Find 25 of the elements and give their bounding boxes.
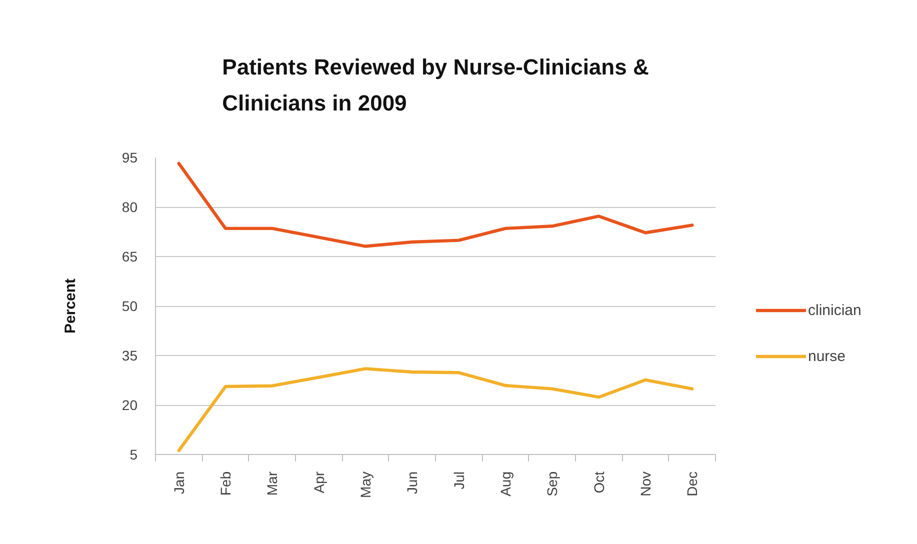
x-tick-label: Sep	[544, 471, 560, 496]
x-tick-label: May	[358, 471, 374, 498]
y-tick-label: 65	[122, 248, 138, 264]
y-tick-label: 20	[122, 397, 138, 413]
line-series	[177, 367, 694, 452]
y-tick-label: 50	[122, 298, 138, 314]
y-tick-label: 80	[122, 199, 138, 215]
legend-label: clinician	[808, 302, 862, 318]
y-tick-label: 5	[130, 446, 138, 462]
x-tick-label: Feb	[218, 471, 234, 496]
x-tick-label: Jan	[170, 471, 187, 494]
x-tick-label: Aug	[498, 471, 514, 496]
legend-label: nurse	[808, 348, 846, 364]
y-tick-label: 95	[122, 150, 138, 166]
line-series	[177, 162, 694, 248]
chart-title: Patients Reviewed by Nurse-Clinicians & Clinicians in 2009	[222, 54, 649, 116]
y-tick-label: 35	[122, 348, 138, 364]
x-tick-label: Jul	[450, 471, 467, 490]
x-tick-label: Apr	[310, 471, 327, 494]
x-tick-label: Mar	[264, 471, 280, 496]
x-tick-label: Nov	[638, 471, 654, 496]
x-tick-label: Dec	[684, 471, 700, 496]
x-tick-label: Jun	[404, 471, 420, 494]
x-tick-label: Oct	[590, 471, 607, 494]
y-axis-title: Percent	[62, 278, 79, 334]
